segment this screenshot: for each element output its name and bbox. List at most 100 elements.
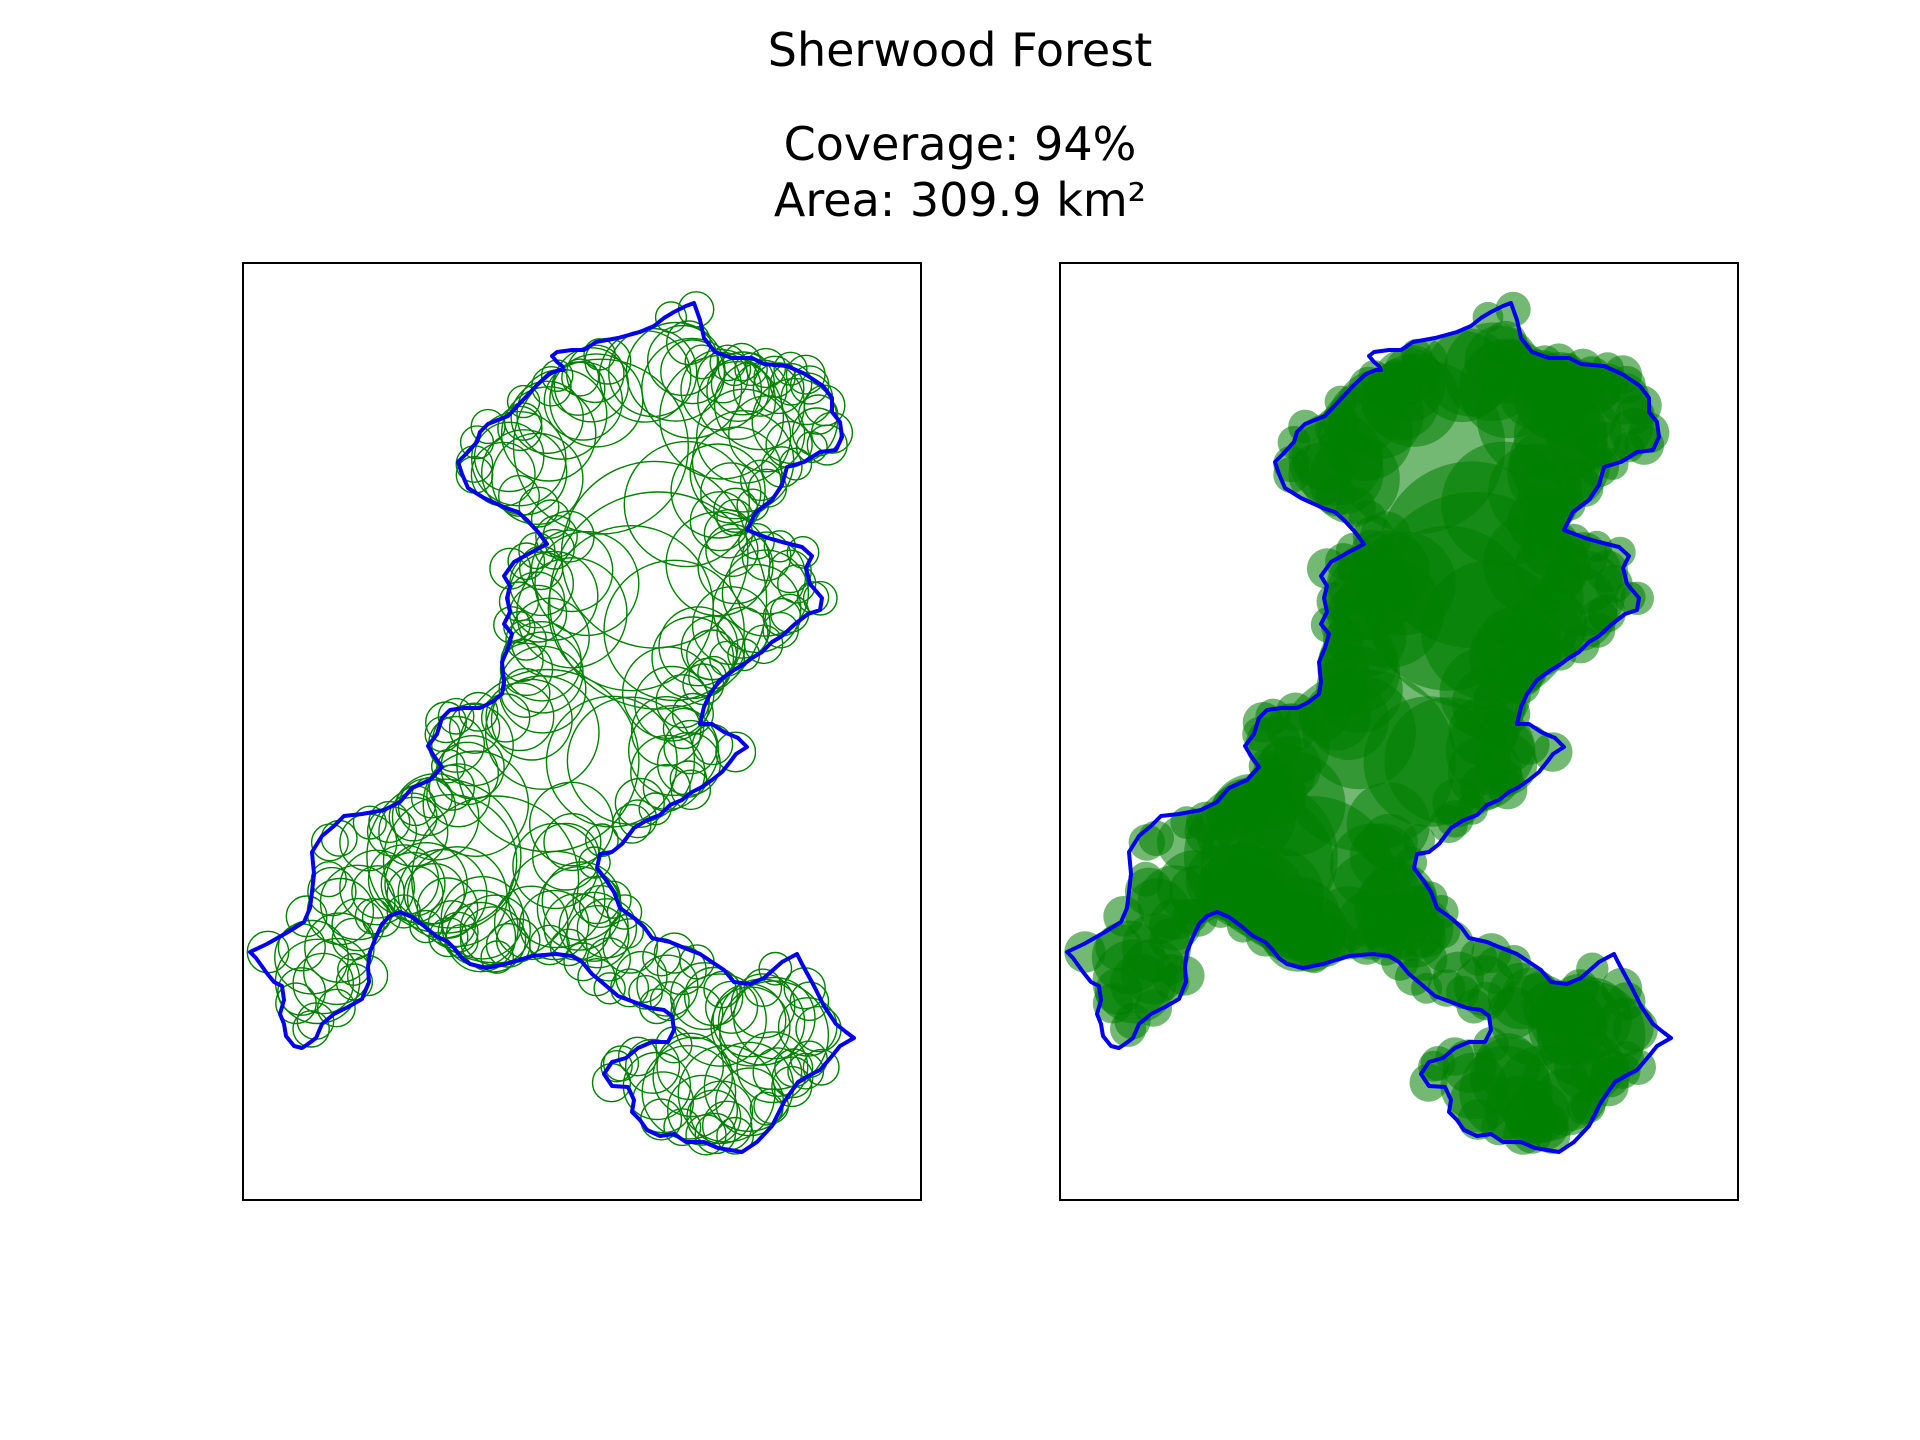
coverage-circle	[806, 424, 848, 466]
coverage-circle	[649, 981, 690, 1022]
coverage-circle	[316, 988, 356, 1028]
coverage-label: Coverage: 94%	[783, 117, 1137, 171]
coverage-circle	[617, 1036, 658, 1077]
coverage-circle	[686, 1089, 742, 1145]
coverage-circle	[795, 1005, 842, 1053]
coverage-circle	[628, 704, 720, 797]
coverage-circle	[481, 429, 568, 516]
coverage-circle	[712, 563, 802, 654]
coverage-circle	[535, 514, 578, 558]
coverage-circle	[787, 1052, 825, 1090]
coverage-circle	[352, 805, 387, 840]
coverage-circle	[553, 347, 629, 423]
coverage-circle	[518, 486, 560, 528]
coverage-circle	[630, 695, 702, 767]
coverage-circle	[491, 432, 584, 526]
coverage-circle	[510, 380, 584, 455]
coverage-circle	[548, 491, 768, 710]
coverage-circle	[561, 358, 600, 397]
coverage-circle	[459, 906, 527, 973]
coverage-circle	[506, 384, 541, 419]
coverage-circle	[623, 440, 750, 568]
coverage-circle	[660, 339, 726, 405]
map-panel-outline-circles	[242, 262, 922, 1201]
coverage-circle	[802, 580, 838, 616]
coverage-circle	[430, 748, 466, 784]
coverage-circle	[1544, 639, 1577, 671]
coverage-circle	[505, 619, 547, 661]
coverage-circle	[593, 972, 626, 1005]
coverage-circle	[480, 940, 514, 974]
coverage-circle	[277, 967, 326, 1016]
coverage-circle	[493, 885, 569, 961]
coverage-circle	[777, 564, 817, 604]
coverage-circle	[697, 528, 774, 605]
coverage-circle	[614, 777, 665, 828]
coverage-circle	[621, 646, 715, 739]
coverage-circle	[484, 675, 600, 790]
coverage-circle	[790, 1040, 828, 1079]
coverage-circle	[710, 986, 791, 1067]
coverage-circle	[662, 707, 705, 750]
coverage-circle	[534, 530, 640, 637]
coverage-circle	[671, 692, 714, 735]
coverage-circle	[292, 1010, 330, 1048]
coverage-circle	[670, 769, 712, 811]
coverage-circle	[498, 581, 540, 622]
coverage-circle	[543, 812, 602, 872]
coverage-circle	[426, 763, 491, 828]
area-label: Area: 309.9 km²	[773, 173, 1147, 227]
coverage-circle	[651, 616, 735, 700]
coverage-circle	[335, 963, 374, 1001]
coverage-circle	[697, 360, 777, 440]
coverage-circle	[647, 324, 719, 397]
coverage-circle	[448, 702, 501, 754]
coverage-circle	[1533, 1117, 1571, 1154]
coverage-circle	[611, 804, 652, 844]
coverage-circle	[307, 866, 357, 917]
coverage-circle	[677, 1044, 776, 1143]
coverage-circle	[531, 366, 572, 407]
outline-map-canvas	[246, 291, 856, 1156]
coverage-circle	[684, 344, 720, 380]
coverage-circle	[786, 535, 820, 569]
coverage-circle	[431, 703, 514, 787]
coverage-circle	[498, 474, 541, 517]
coverage-circle	[739, 459, 782, 502]
coverage-circle	[694, 1112, 737, 1155]
coverage-circle	[758, 951, 793, 986]
coverage-circle	[663, 1108, 702, 1147]
coverage-circle	[715, 731, 757, 773]
coverage-circle	[700, 462, 762, 524]
coverage-circle	[490, 678, 573, 761]
filled-map-canvas	[1064, 291, 1673, 1155]
coverage-circle	[716, 1116, 754, 1155]
coverage-circle	[382, 794, 518, 929]
coverage-circle	[736, 1031, 809, 1104]
coverage-circle	[549, 928, 588, 967]
coverage-circle	[458, 691, 499, 732]
coverage-circle	[519, 889, 590, 961]
coverage-circle	[603, 559, 745, 702]
coverage-circle	[500, 386, 597, 482]
figure-title: Sherwood Forest	[767, 23, 1153, 77]
coverage-circle	[437, 697, 475, 735]
coverage-circle	[339, 849, 416, 926]
coverage-circle	[560, 460, 749, 649]
coverage-circle	[709, 640, 746, 677]
coverage-circle	[503, 611, 536, 644]
coverage-circle	[656, 1032, 725, 1101]
coverage-circle	[445, 901, 517, 973]
coverage-circle	[762, 611, 800, 649]
coverage-circle	[771, 1065, 813, 1108]
coverage-circle	[602, 918, 659, 974]
coverage-circle	[532, 822, 601, 891]
coverage-circle	[618, 799, 658, 839]
coverage-circles-filled	[1064, 291, 1670, 1155]
coverage-circle	[696, 388, 792, 484]
coverage-circle	[628, 974, 663, 1010]
coverage-circle	[743, 624, 784, 665]
coverage-circle	[667, 1074, 739, 1146]
coverage-circle	[747, 468, 788, 508]
coverage-circle	[625, 1038, 681, 1094]
